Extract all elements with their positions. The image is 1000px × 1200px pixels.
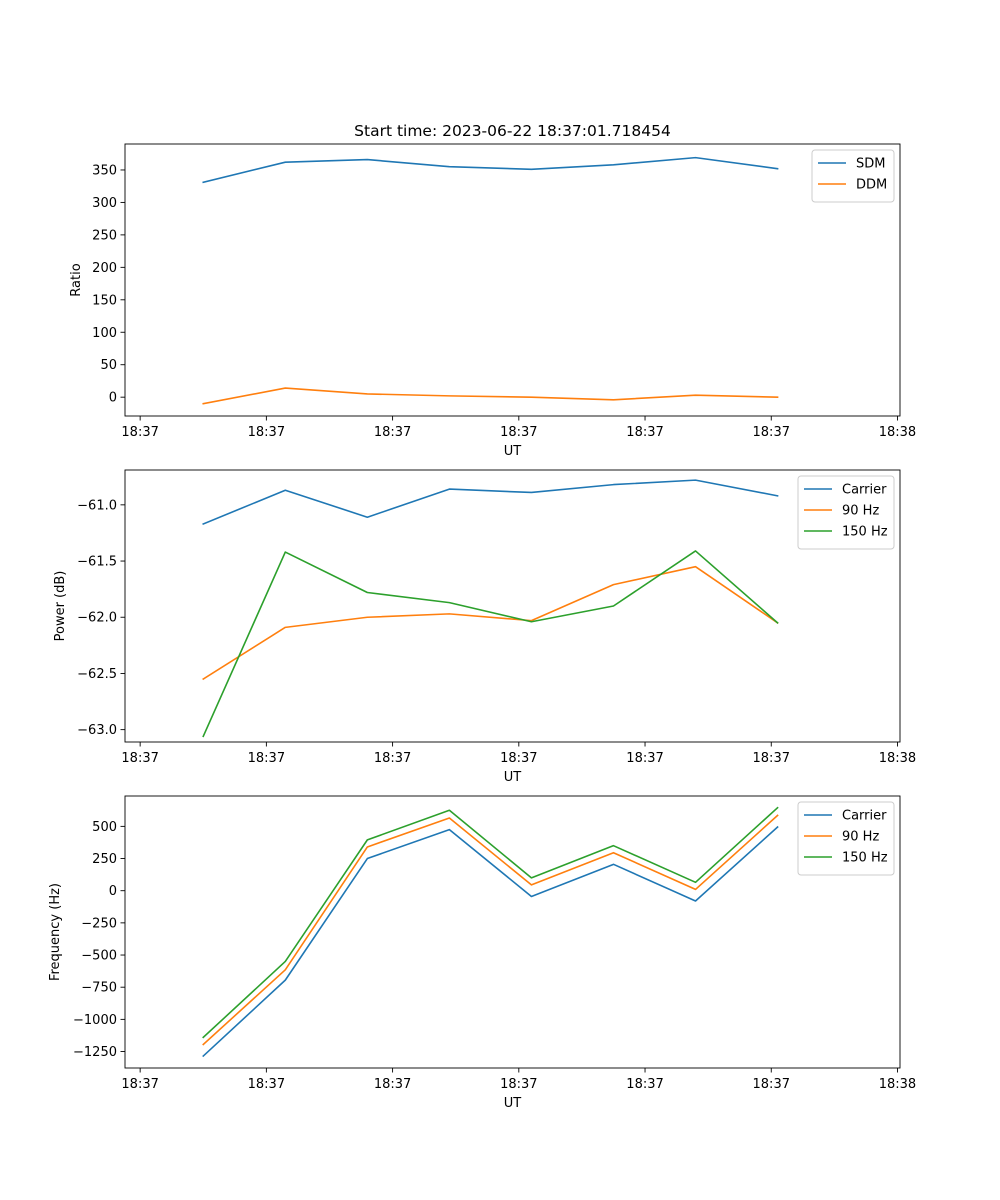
frequency-series-carrier-line [202, 825, 779, 1058]
ratio-axes-frame [124, 143, 901, 417]
frequency-y-tick-label: 250 [92, 852, 117, 867]
frequency-x-tick-label: 18:37 [248, 1077, 285, 1092]
power-x-tick-label: 18:37 [626, 751, 663, 766]
ratio-y-tick-label: 100 [92, 326, 117, 341]
ratio-x-tick-label: 18:37 [248, 425, 285, 440]
power-y-tick-label: −61.5 [77, 555, 117, 570]
power-series-150-hz-line [202, 550, 779, 738]
power-panel: 18:37 18:37 18:37 18:37 18:37 18:37 18:38 −63.0… [53, 469, 916, 785]
power-legend-label-carrier: Carrier [842, 483, 887, 498]
ratio-x-tick-label: 18:37 [500, 425, 537, 440]
figure-title: Start time: 2023-06-22 18:37:01.718454 [354, 122, 671, 140]
power-y-tick-label: −62.0 [77, 611, 117, 626]
power-x-tick-label: 18:37 [248, 751, 285, 766]
ratio-series-ddm-line [202, 387, 779, 405]
frequency-series-90-hz-line [202, 814, 779, 1046]
ratio-x-tick-label: 18:37 [374, 425, 411, 440]
power-series-carrier-line [202, 479, 779, 525]
frequency-y-tick-label: −750 [81, 981, 117, 996]
frequency-y-tick-label: 500 [92, 820, 117, 835]
frequency-x-tick-label: 18:38 [879, 1077, 916, 1092]
frequency-y-tick-label: 0 [109, 884, 117, 899]
power-x-tick-label: 18:37 [374, 751, 411, 766]
power-series-90-hz-line [202, 565, 779, 681]
ratio-y-axis-label: Ratio [69, 263, 84, 296]
ratio-legend: SDM DDM [811, 149, 895, 203]
frequency-y-tick-label: −250 [81, 916, 117, 931]
ratio-y-tick-label: 0 [109, 391, 117, 406]
ratio-x-tick-label: 18:37 [753, 425, 790, 440]
ratio-y-tick-label: 200 [92, 261, 117, 276]
frequency-x-tick-label: 18:37 [753, 1077, 790, 1092]
power-x-tick-label: 18:37 [121, 751, 158, 766]
frequency-y-tick-label: −1250 [73, 1045, 117, 1060]
power-legend-label-150-hz: 150 Hz [842, 525, 888, 540]
ratio-panel: 18:37 18:37 18:37 18:37 18:37 18:37 18:38 0 50 10… [69, 143, 916, 459]
power-x-tick-label: 18:37 [500, 751, 537, 766]
frequency-y-tick-label: −500 [81, 949, 117, 964]
frequency-y-axis-label: Frequency (Hz) [48, 883, 63, 981]
power-y-tick-label: −62.5 [77, 667, 117, 682]
frequency-y-tick-label: −1000 [73, 1013, 117, 1028]
power-x-axis-label: UT [504, 770, 522, 785]
frequency-legend-label-150-hz: 150 Hz [842, 851, 888, 866]
frequency-x-tick-label: 18:37 [121, 1077, 158, 1092]
frequency-series-150-hz-line [202, 806, 779, 1039]
frequency-panel: 18:37 18:37 18:37 18:37 18:37 18:37 18:38 −1250… [48, 795, 916, 1111]
frequency-x-axis-label: UT [504, 1096, 522, 1111]
frequency-axes-frame [124, 795, 901, 1069]
frequency-x-tick-label: 18:37 [626, 1077, 663, 1092]
ratio-y-tick-label: 150 [92, 293, 117, 308]
power-axes-frame [124, 469, 901, 743]
ratio-legend-label-sdm: SDM [856, 157, 885, 172]
power-legend-label-90-hz: 90 Hz [842, 504, 879, 519]
power-legend: Carrier 90 Hz 150 Hz [797, 475, 895, 550]
frequency-legend: Carrier 90 Hz 150 Hz [797, 801, 895, 876]
ratio-legend-label-ddm: DDM [856, 178, 887, 193]
frequency-x-tick-label: 18:37 [374, 1077, 411, 1092]
frequency-legend-label-90-hz: 90 Hz [842, 830, 879, 845]
power-x-tick-label: 18:38 [879, 751, 916, 766]
ratio-y-tick-label: 250 [92, 228, 117, 243]
ratio-y-tick-label: 50 [100, 358, 117, 373]
power-y-axis-label: Power (dB) [53, 571, 68, 642]
frequency-legend-label-carrier: Carrier [842, 809, 887, 824]
power-x-tick-label: 18:37 [753, 751, 790, 766]
ratio-x-tick-label: 18:38 [879, 425, 916, 440]
ratio-x-tick-label: 18:37 [626, 425, 663, 440]
ratio-series-sdm-line [202, 156, 779, 184]
ratio-y-tick-label: 300 [92, 196, 117, 211]
power-y-tick-label: −61.0 [77, 498, 117, 513]
ratio-y-tick-label: 350 [92, 163, 117, 178]
ratio-x-axis-label: UT [504, 444, 522, 459]
ratio-x-tick-label: 18:37 [121, 425, 158, 440]
frequency-x-tick-label: 18:37 [500, 1077, 537, 1092]
power-y-tick-label: −63.0 [77, 723, 117, 738]
